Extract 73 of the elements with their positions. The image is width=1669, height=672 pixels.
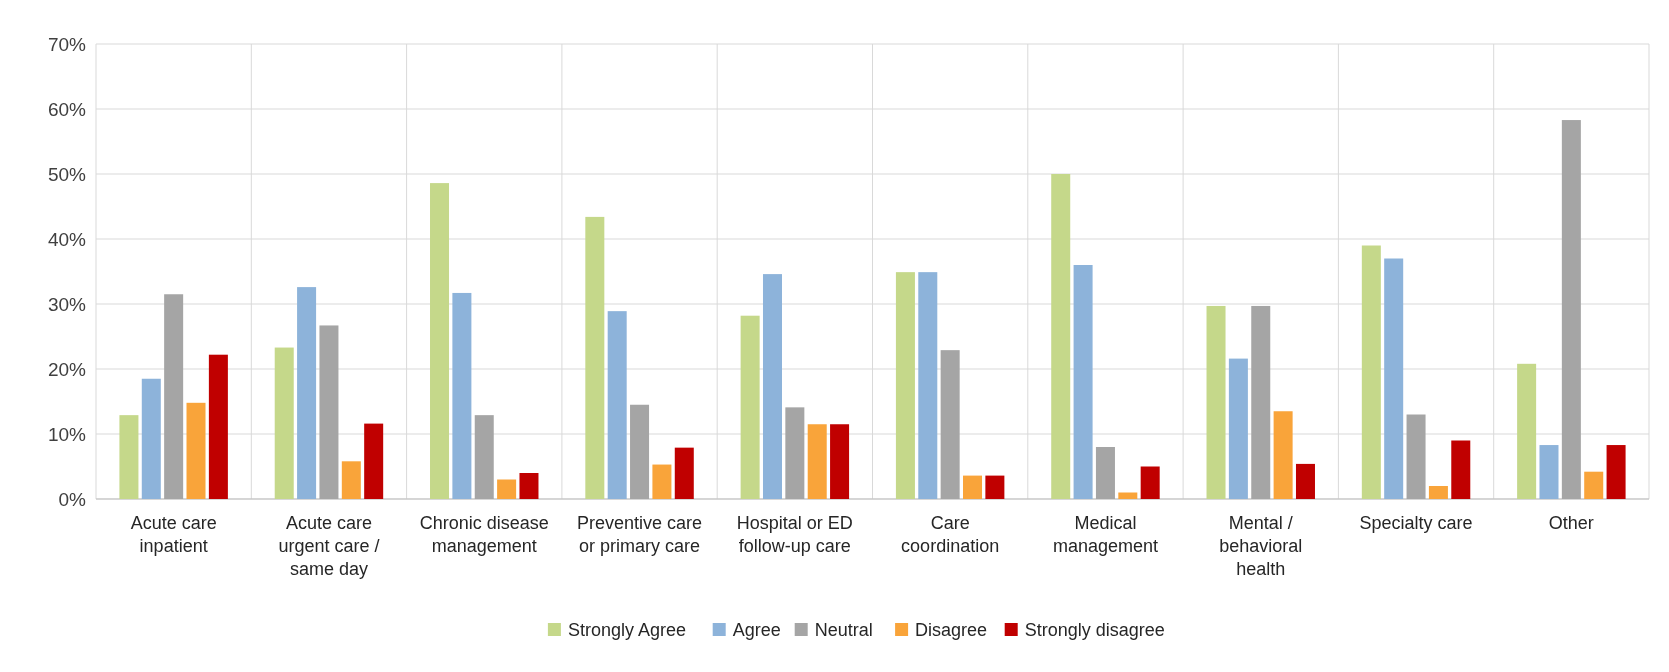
bar [519,473,539,499]
bar [1451,440,1471,499]
bar [141,378,161,499]
bar [1206,305,1226,499]
bar [430,183,450,499]
bar [1273,411,1293,499]
bar [585,216,605,499]
bar [1406,414,1426,499]
bar [1140,466,1160,499]
y-tick-label: 40% [47,228,87,250]
legend-label: Strongly disagree [1024,620,1165,641]
bar [1361,245,1381,499]
bar [740,315,760,499]
bar [940,350,960,499]
bar [1251,305,1271,499]
bar [186,402,206,499]
bar [1561,120,1581,499]
x-tick-label: Hospital or ED follow-up care [736,513,853,556]
x-tick-label: Acute care urgent care / same day [278,513,380,579]
legend-label: Neutral [814,620,873,641]
bar [1539,445,1559,499]
bar [364,423,384,499]
bar [674,447,694,499]
bar [895,272,915,499]
bar [807,424,827,499]
bar [1118,492,1138,499]
bar [607,311,627,499]
bar [474,415,494,499]
bar [274,347,294,499]
bar [119,415,139,499]
bar [918,272,938,499]
x-tick-label: Chronic disease management [419,513,549,556]
bar [208,354,228,499]
y-tick-label: 50% [47,163,87,185]
bar [452,292,472,499]
y-tick-label: 30% [47,293,87,315]
bar [1384,258,1404,499]
legend-label: Strongly Agree [567,620,686,641]
bar [785,407,805,499]
y-tick-label: 20% [47,358,87,380]
bar [1584,471,1604,499]
bar [1095,447,1115,499]
bar [963,475,983,499]
bar [164,294,184,499]
y-tick-label: 0% [58,488,87,510]
bar [652,464,672,499]
x-tick-label: Other [1548,513,1594,533]
bar [1228,358,1248,499]
bar [1517,363,1537,499]
y-tick-label: 70% [47,33,87,55]
bar [1606,445,1626,499]
x-tick-label: Mental / behavioral health [1219,513,1303,579]
y-tick-label: 60% [47,98,87,120]
bar [341,461,361,499]
legend-label: Disagree [915,620,988,641]
bar [1073,265,1093,499]
bar [630,404,650,499]
x-tick-label: Care coordination [901,513,1000,556]
x-tick-label: Specialty care [1359,513,1473,533]
bar [1428,486,1448,499]
bar [762,274,782,499]
x-tick-label: Preventive care or primary care [577,513,703,556]
bar [985,475,1005,499]
bar [297,287,317,499]
x-tick-label: Medical management [1052,513,1158,556]
bar [319,325,339,499]
y-tick-label: 10% [47,423,87,445]
bar [497,479,517,499]
bar [830,424,850,499]
bar [1051,174,1071,499]
legend-label: Agree [732,620,781,641]
x-tick-label: Acute care inpatient [130,513,217,556]
bar [1295,463,1315,499]
